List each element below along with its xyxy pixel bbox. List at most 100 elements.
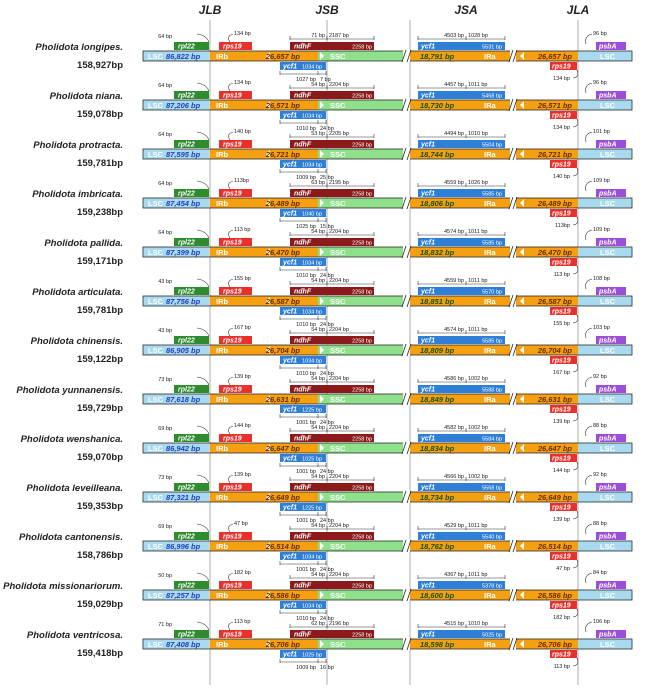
ira-length: 26,706 bp	[537, 640, 573, 649]
ira-length: 26,657 bp	[537, 52, 573, 61]
break-mark	[401, 343, 407, 357]
ndhF-ssc-length: 2205 bp	[329, 131, 349, 137]
genome-length: 159,238bp	[77, 207, 123, 218]
ira-segment-left	[410, 198, 510, 208]
lsc-label: LSC	[148, 542, 164, 551]
break-gap	[510, 197, 516, 209]
rpl22-gap-label: 64 bp	[158, 132, 172, 138]
psbA-gap-arrow	[585, 621, 593, 633]
ycf1-fragment-gene	[280, 601, 326, 609]
ycf1-ira-length: 1010 bp	[468, 131, 488, 137]
rps19-label: rps19	[223, 289, 242, 296]
ycf1-fragment-label: ycf1	[282, 652, 297, 659]
ira-segment-right	[516, 149, 578, 159]
irb-length: 26,489 bp	[265, 199, 301, 208]
break-mark	[401, 245, 407, 259]
psbA-gap-arrow	[585, 572, 593, 584]
rpl22-gap-arrow	[196, 33, 210, 43]
ndhF-label: ndhF	[294, 44, 312, 51]
lsc-label: LSC	[600, 591, 616, 600]
rps19-ext-arrow	[228, 327, 234, 337]
rps19-ext-label: 140 bp	[234, 129, 251, 135]
genome-bar-outline	[142, 638, 633, 650]
ycf1-ssc-short-length: 24 bp	[320, 469, 334, 475]
ndhF-ssc-length: 2204 bp	[329, 327, 349, 333]
ycf1-label: ycf1	[420, 583, 435, 590]
psbA-gap-arrow	[585, 376, 593, 388]
lsc-label: LSC	[148, 297, 164, 306]
rps19-ira-label: 139 bp	[553, 517, 570, 523]
rps19-ext-label: 113bp	[234, 178, 249, 184]
ycf1-ssc-length: 4586 bp	[444, 376, 464, 382]
rpl22-label: rpl22	[178, 632, 195, 639]
irb-length: 26,470 bp	[265, 248, 301, 257]
ssc-length: 18,734 bp	[420, 493, 455, 502]
header-jsa: JSA	[454, 3, 477, 17]
psbA-gene	[596, 630, 626, 638]
ira-length: 26,586 bp	[537, 591, 573, 600]
break-mark	[401, 49, 407, 63]
rps19-gene	[219, 385, 252, 393]
psbA-label: psbA	[598, 387, 617, 394]
ndhF-gene	[290, 483, 374, 491]
genome-bar-outline	[142, 148, 633, 160]
psbA-gap-label: 88 bp	[593, 423, 607, 429]
genome-length: 159,122bp	[77, 354, 123, 365]
break-gap	[403, 148, 410, 160]
break-gap	[510, 295, 516, 307]
genome-length: 159,171bp	[77, 256, 123, 267]
rps19-ira-label: rps19	[552, 211, 571, 218]
ssc-length: 18,730 bp	[420, 101, 455, 110]
rps19-ira-label: 47 bp	[556, 566, 570, 572]
rps19-ira-label: 140 bp	[553, 174, 570, 180]
ycf1-label: ycf1	[420, 632, 435, 639]
lsc-length: 86,905 bp	[166, 346, 201, 355]
rps19-gene	[219, 434, 252, 442]
rpl22-gap-label: 50 bp	[158, 573, 172, 579]
ycf1-label: ycf1	[420, 436, 435, 443]
psbA-label: psbA	[598, 142, 617, 149]
rps19-ext-arrow	[228, 376, 234, 386]
lsc-label: LSC	[600, 52, 616, 61]
break-gap	[510, 442, 516, 454]
lsc-label: LSC	[148, 248, 164, 257]
ycf1-ssc-length: 4494 bp	[444, 131, 464, 137]
ycf1-irb-length: 1009 bp	[296, 665, 316, 671]
ycf1-gene	[418, 483, 505, 491]
rpl22-gap-arrow	[196, 278, 210, 288]
ycf1-ssc-length: 4529 bp	[444, 523, 464, 529]
psbA-gap-arrow	[585, 327, 593, 339]
rps19-ira-arrow	[572, 608, 579, 618]
break-mark	[508, 343, 514, 357]
lsc-segment-left	[143, 394, 209, 404]
rps19-label: rps19	[223, 191, 242, 198]
ycf1-ira-length: 1011 bp	[468, 278, 487, 284]
ndhF-label: ndhF	[294, 240, 312, 247]
genome-length: 159,418bp	[77, 648, 123, 659]
ycf1-fragment-label: ycf1	[282, 456, 297, 463]
irb-segment	[210, 492, 274, 502]
ycf1-ssc-short-length: 24 bp	[320, 273, 334, 279]
ycf1-fragment-gene	[280, 111, 326, 119]
break-mark	[406, 392, 412, 406]
ycf1-total: 5585 bp	[482, 241, 502, 247]
ira-label: IRa	[484, 493, 497, 502]
rpl22-gene	[174, 42, 209, 50]
ssc-length: 18,849 bp	[420, 395, 455, 404]
ndhF-label: ndhF	[294, 632, 312, 639]
lsc-segment-left	[143, 443, 209, 453]
species-name: Pholidota cantonensis.	[19, 532, 123, 543]
irb-label: IRb	[216, 248, 229, 257]
ycf1-fragment-length: 1034 bp	[302, 163, 322, 169]
ira-label: IRa	[484, 52, 497, 61]
rps19-ira-gene	[550, 209, 577, 217]
ssc-label: SSC	[330, 542, 346, 551]
ira-segment-left	[410, 149, 510, 159]
psbA-gene	[596, 189, 626, 197]
ycf1-irb-length: 1001 bp	[296, 420, 316, 426]
species-name: Pholidota ventricosa.	[27, 630, 123, 641]
psbA-label: psbA	[598, 632, 617, 639]
break-gap	[403, 442, 410, 454]
